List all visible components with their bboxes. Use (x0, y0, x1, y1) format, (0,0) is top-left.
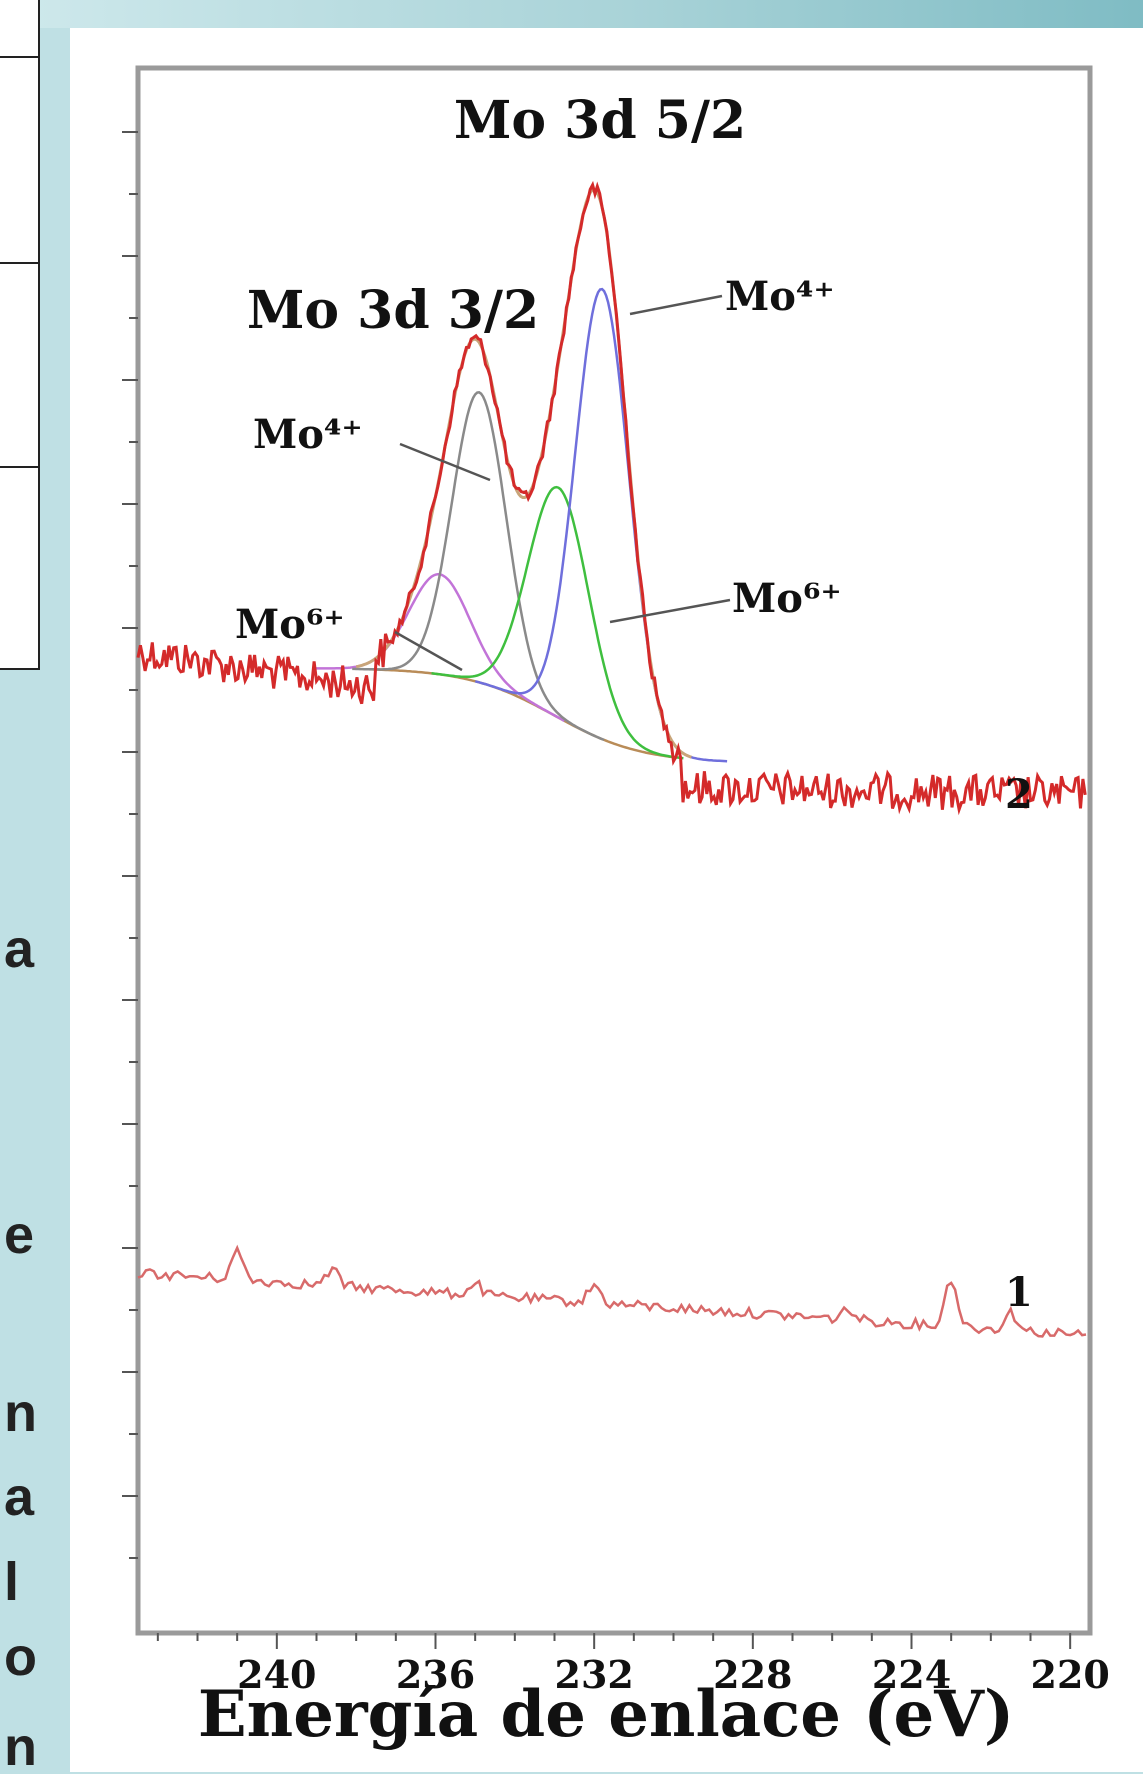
component-peak-mo6_5_2 (431, 485, 684, 760)
side-text-fragment: l (4, 1555, 20, 1609)
table-row-divider (0, 466, 40, 468)
component-label-mo6-right: Mo⁶⁺ (732, 575, 842, 622)
spectrum-sample-2 (136, 180, 1087, 816)
x-axis-label: Energía de enlace (eV) (198, 1677, 1014, 1752)
side-text-fragment: n (4, 1720, 37, 1774)
curve-label-2: 2 (1005, 771, 1033, 818)
y-axis-ticks (122, 131, 138, 1559)
side-text-fragment: a (4, 922, 35, 976)
peak-label-mo3d32: Mo 3d 3/2 (247, 280, 539, 341)
side-text-fragment: n (4, 1386, 37, 1440)
component-label-mo4-right: Mo⁴⁺ (725, 273, 835, 320)
x-tick-labels: 240 236 232 228 224 220 (237, 1652, 1110, 1697)
x-tick-label: 224 (872, 1652, 951, 1697)
x-tick-label: 240 (237, 1652, 316, 1697)
side-text-fragment: a (4, 1470, 35, 1524)
xps-chart: Mo 3d 5/2 Mo 3d 3/2 Mo⁴⁺ Mo⁴⁺ Mo⁶⁺ Mo⁶⁺ … (122, 65, 1110, 1752)
leader-mo4-right (629, 294, 723, 316)
side-text-fragment: e (4, 1208, 35, 1262)
table-row-divider (0, 262, 40, 264)
x-tick-label: 236 (396, 1652, 475, 1697)
chart-card: Mo 3d 5/2 Mo 3d 3/2 Mo⁴⁺ Mo⁴⁺ Mo⁶⁺ Mo⁶⁺ … (70, 28, 1143, 1772)
component-peak-mo4_3_2 (352, 390, 605, 742)
table-row-divider (0, 56, 40, 58)
component-label-mo4-left: Mo⁴⁺ (253, 411, 363, 458)
label-leader-lines (394, 294, 731, 672)
leader-mo6-right (609, 598, 731, 624)
spectrum-sample-1 (137, 1244, 1087, 1338)
left-panel: a e n a l o n (0, 0, 44, 1774)
top-band (0, 0, 1143, 28)
leader-mo6-left (394, 630, 463, 672)
component-label-mo6-left: Mo⁶⁺ (235, 601, 345, 648)
x-tick-label: 232 (555, 1652, 634, 1697)
side-text-fragment: o (4, 1630, 37, 1684)
plot-frame (135, 65, 1093, 1636)
curve-label-1: 1 (1005, 1269, 1033, 1316)
background-curve (364, 667, 672, 759)
spectra (136, 180, 1087, 1338)
leader-mo4-left (399, 442, 491, 482)
component-peak-mo6_3_2 (312, 573, 566, 722)
x-axis-ticks (156, 1633, 1072, 1649)
x-tick-label: 228 (713, 1652, 792, 1697)
x-tick-label: 220 (1031, 1652, 1110, 1697)
left-table (0, 0, 40, 670)
peak-label-mo3d52: Mo 3d 5/2 (454, 90, 746, 151)
